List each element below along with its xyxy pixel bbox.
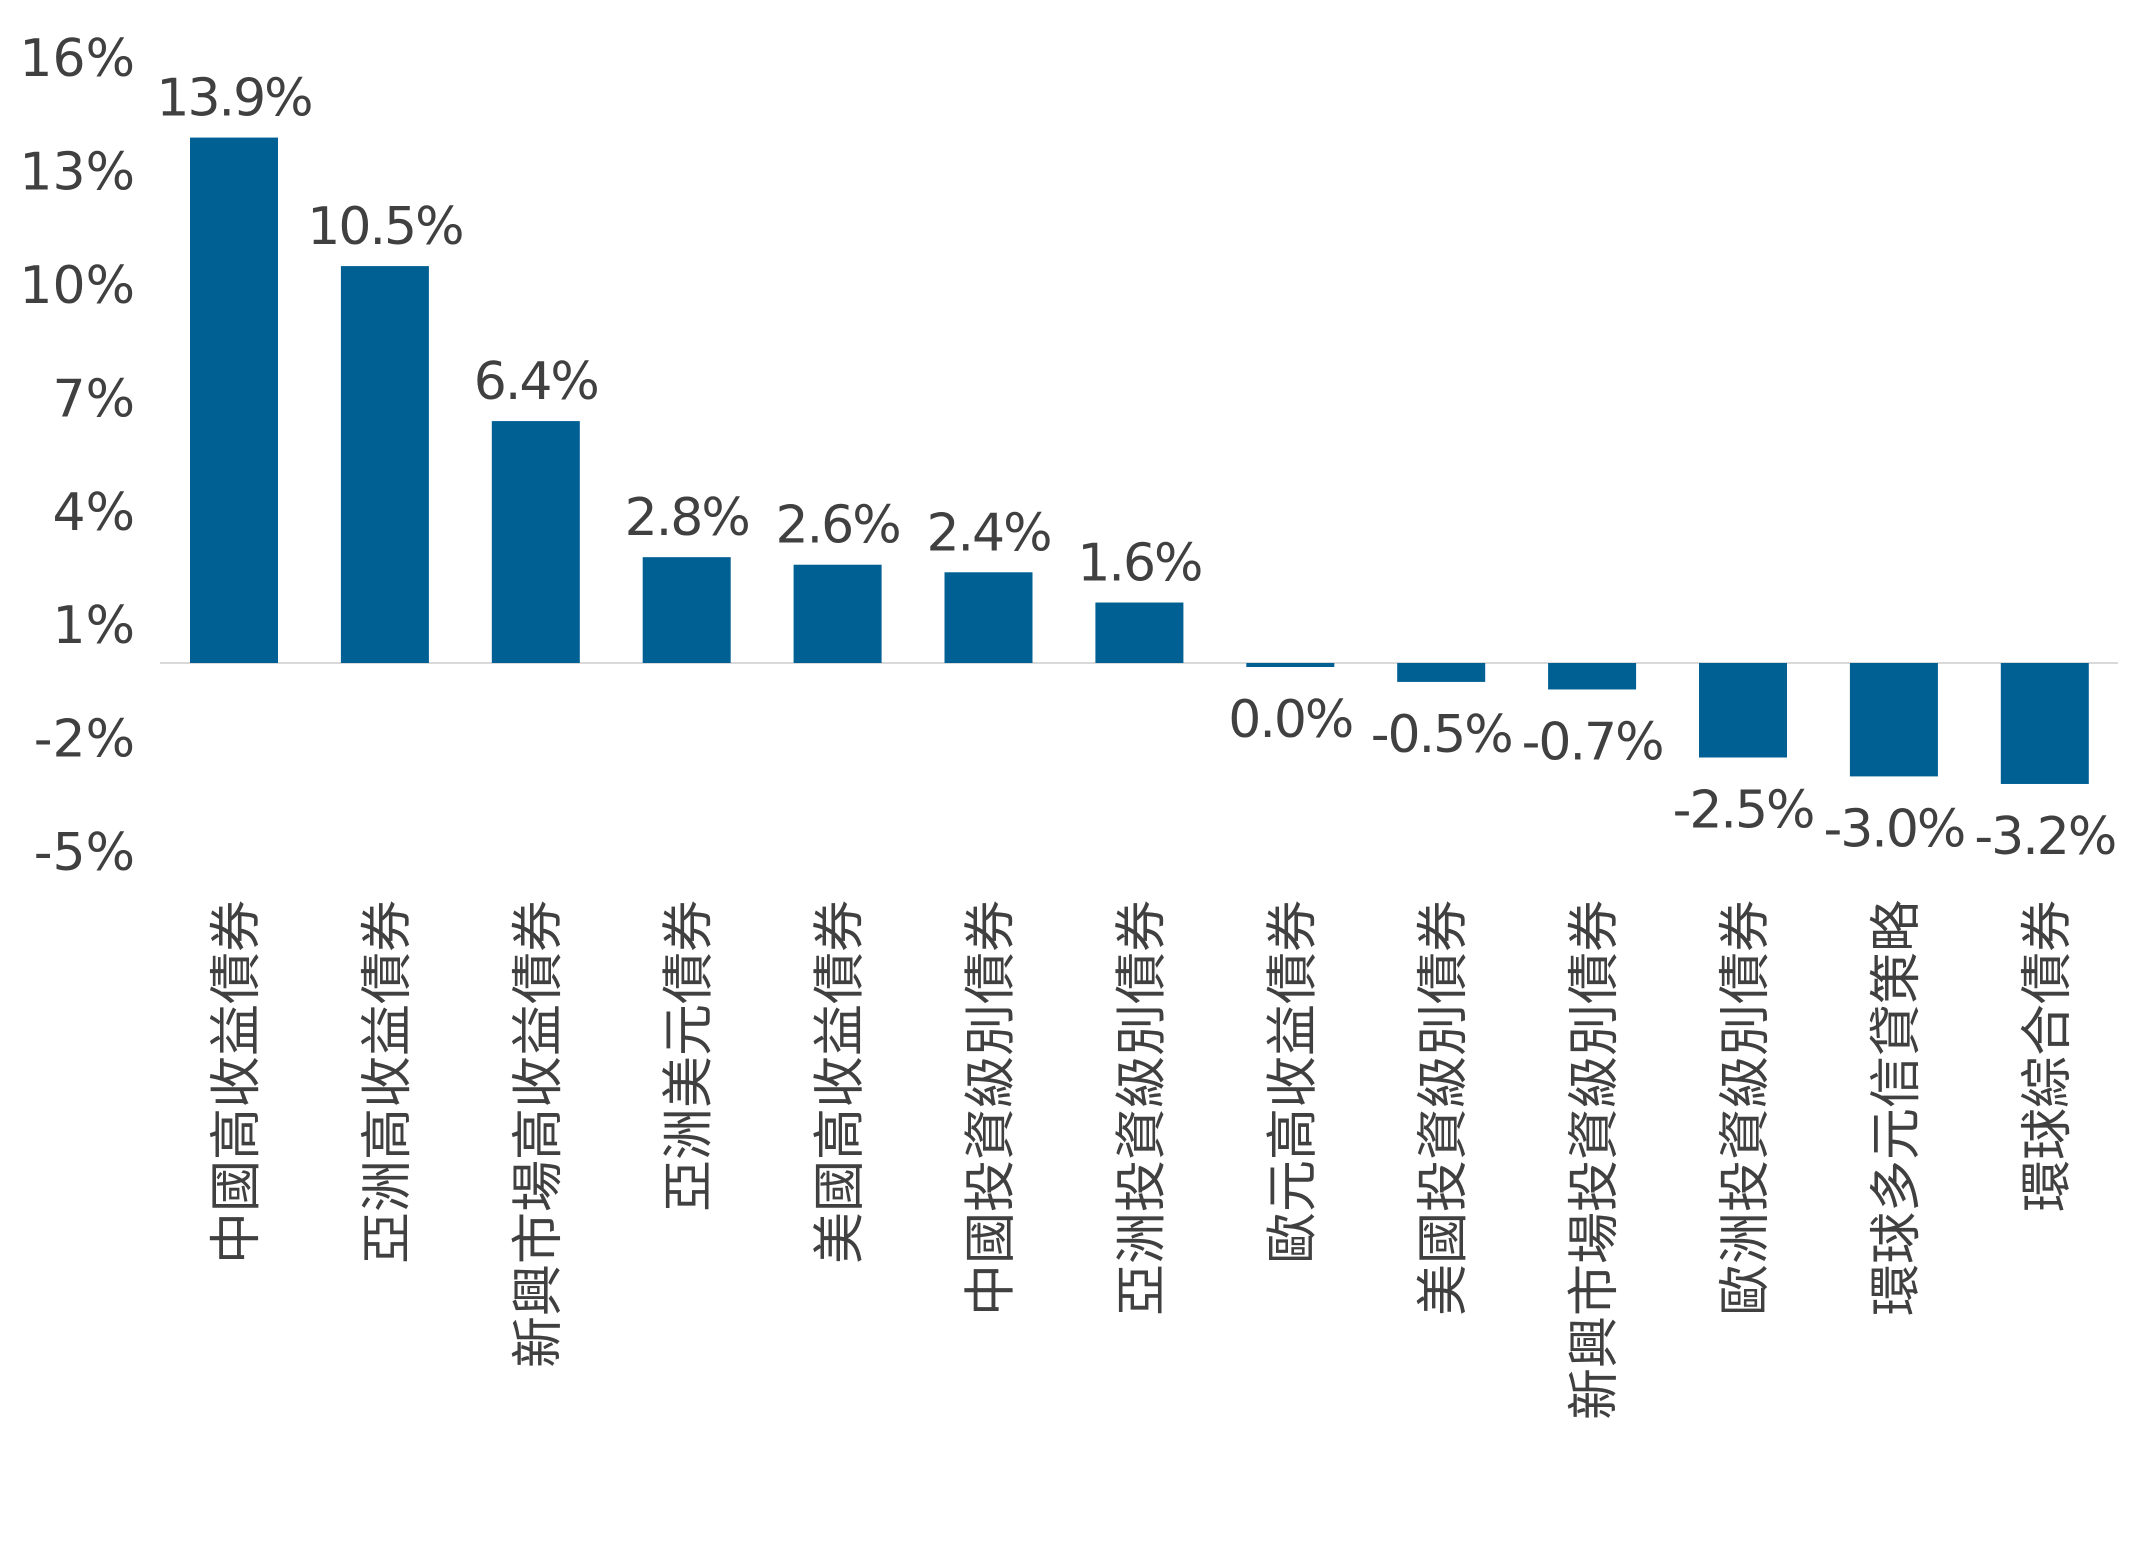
category-label: 新興市場投資級別債券 [1565, 900, 1625, 1420]
data-label: -0.7% [1522, 712, 1663, 772]
bar [944, 572, 1033, 663]
data-label: -3.2% [1974, 807, 2115, 867]
y-tick-label: 7% [53, 369, 136, 429]
data-label: 2.6% [776, 496, 900, 556]
y-axis: 16% 13% 10% 7% 4% 1% -2% -5% [19, 29, 135, 883]
bar [340, 266, 429, 663]
category-label: 亞洲投資級別債券 [1112, 900, 1172, 1316]
bar [1849, 663, 1938, 777]
bar [1397, 663, 1486, 682]
data-label: 13.9% [156, 69, 311, 129]
y-tick-label: 4% [53, 483, 136, 543]
data-labels: 13.9%10.5%6.4%2.8% 2.6% 2.4%1.6%0.0% -0.5% -… [156, 69, 2117, 867]
category-label: 亞洲美元債券 [660, 900, 720, 1212]
bar [1548, 663, 1637, 690]
data-label: 2.8% [625, 488, 749, 548]
bar [491, 421, 580, 663]
data-label: -3.0% [1823, 799, 1964, 859]
category-label: 新興市場高收益債券 [509, 900, 569, 1368]
category-label: 中國高收益債券 [207, 900, 267, 1264]
data-label: 0.0% [1228, 690, 1352, 750]
data-label: 2.4% [926, 503, 1050, 563]
bar [1246, 663, 1335, 667]
y-tick-label: 13% [19, 143, 135, 203]
category-label: 環球多元信貸策略 [1867, 900, 1927, 1316]
category-label: 歐元高收益債券 [1263, 900, 1323, 1264]
bar [1699, 663, 1787, 758]
data-label: 1.6% [1077, 534, 1201, 594]
category-label: 亞洲高收益債券 [358, 900, 418, 1264]
category-label: 美國投資級別債券 [1414, 900, 1474, 1316]
y-tick-label: -5% [34, 823, 135, 883]
y-tick-label: 10% [19, 256, 135, 316]
category-label: 美國高收益債券 [811, 900, 871, 1264]
y-tick-label: 1% [53, 596, 136, 656]
category-label: 中國投資級別債券 [962, 900, 1022, 1316]
data-label: 6.4% [474, 352, 598, 412]
data-label: -0.5% [1371, 705, 1512, 765]
bar [190, 137, 278, 663]
bars [190, 137, 2089, 784]
category-label: 環球綜合債券 [2018, 900, 2078, 1212]
data-label: -2.5% [1673, 781, 1814, 841]
category-labels: 中國高收益債券 亞洲高收益債券 新興市場高收益債券 亞洲美元債券 美國高收益債券 中國投資… [207, 900, 2078, 1420]
bar [2000, 663, 2089, 784]
y-tick-label: -2% [34, 710, 135, 770]
category-label: 歐洲投資級別債券 [1716, 900, 1776, 1316]
bar [793, 564, 882, 663]
y-tick-label: 16% [19, 29, 135, 89]
bar [1095, 602, 1184, 663]
data-label: 10.5% [307, 197, 462, 257]
bar [642, 557, 731, 663]
